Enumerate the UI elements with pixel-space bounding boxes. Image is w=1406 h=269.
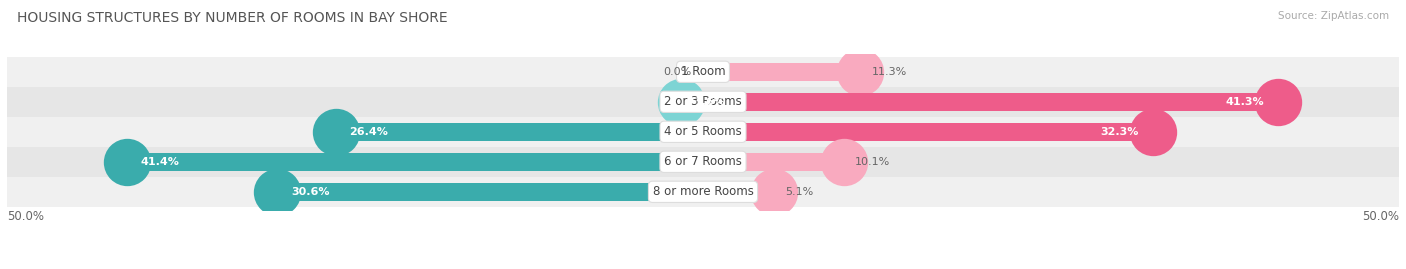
- Text: 11.3%: 11.3%: [872, 67, 907, 77]
- Text: 32.3%: 32.3%: [1101, 127, 1139, 137]
- Text: 26.4%: 26.4%: [350, 127, 388, 137]
- Bar: [7, 177, 1399, 207]
- Bar: [703, 93, 1278, 111]
- Text: 6 or 7 Rooms: 6 or 7 Rooms: [664, 155, 742, 168]
- Text: 50.0%: 50.0%: [7, 210, 44, 224]
- Text: 2 or 3 Rooms: 2 or 3 Rooms: [664, 95, 742, 108]
- Bar: [703, 183, 773, 201]
- Bar: [7, 87, 1399, 117]
- Text: 30.6%: 30.6%: [291, 187, 329, 197]
- Text: Source: ZipAtlas.com: Source: ZipAtlas.com: [1278, 11, 1389, 21]
- Bar: [277, 183, 703, 201]
- Text: 4 or 5 Rooms: 4 or 5 Rooms: [664, 125, 742, 138]
- Text: 1 Room: 1 Room: [681, 65, 725, 78]
- Bar: [7, 117, 1399, 147]
- Bar: [681, 93, 703, 111]
- Text: 1.6%: 1.6%: [695, 97, 725, 107]
- Bar: [127, 153, 703, 171]
- Bar: [703, 62, 860, 81]
- Bar: [703, 153, 844, 171]
- Text: 41.3%: 41.3%: [1225, 97, 1264, 107]
- Text: 5.1%: 5.1%: [785, 187, 814, 197]
- Bar: [336, 122, 703, 141]
- Bar: [7, 147, 1399, 177]
- Bar: [703, 122, 1153, 141]
- Text: 50.0%: 50.0%: [1362, 210, 1399, 224]
- Text: 0.0%: 0.0%: [664, 67, 692, 77]
- Text: HOUSING STRUCTURES BY NUMBER OF ROOMS IN BAY SHORE: HOUSING STRUCTURES BY NUMBER OF ROOMS IN…: [17, 11, 447, 25]
- Text: 10.1%: 10.1%: [855, 157, 890, 167]
- Text: 8 or more Rooms: 8 or more Rooms: [652, 185, 754, 198]
- Text: 41.4%: 41.4%: [141, 157, 180, 167]
- Bar: [7, 57, 1399, 87]
